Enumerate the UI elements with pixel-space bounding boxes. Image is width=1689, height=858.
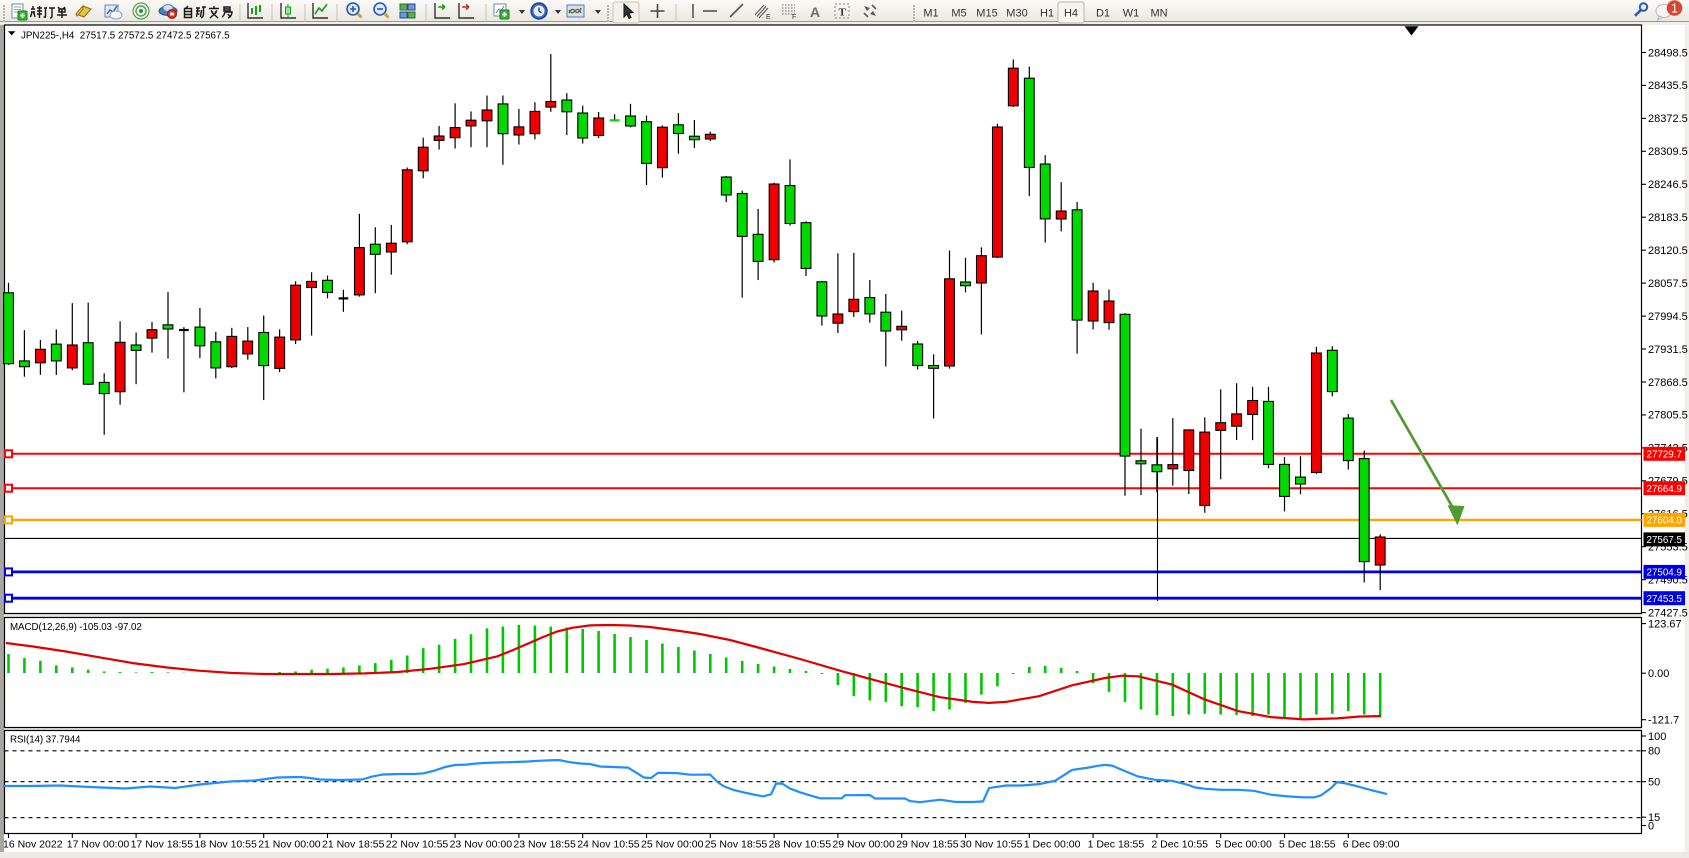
svg-text:50: 50: [1648, 777, 1660, 789]
svg-text:27567.5: 27567.5: [1647, 535, 1683, 546]
svg-text:27868.5: 27868.5: [1648, 377, 1688, 389]
svg-text:A: A: [810, 4, 820, 20]
svg-text:25 Nov 00:00: 25 Nov 00:00: [641, 839, 704, 851]
svg-text:15: 15: [1648, 812, 1660, 824]
svg-text:MN: MN: [1150, 8, 1167, 20]
svg-text:27729.7: 27729.7: [1647, 450, 1682, 461]
svg-text:27805.5: 27805.5: [1648, 410, 1688, 422]
svg-text:27453.5: 27453.5: [1647, 594, 1683, 605]
svg-text:27504.9: 27504.9: [1647, 568, 1682, 579]
svg-text:29 Nov 18:55: 29 Nov 18:55: [896, 839, 959, 851]
svg-text:25 Nov 18:55: 25 Nov 18:55: [705, 839, 768, 851]
svg-text:21 Nov 18:55: 21 Nov 18:55: [322, 839, 385, 851]
svg-text:23 Nov 18:55: 23 Nov 18:55: [513, 839, 576, 851]
svg-text:H4: H4: [1064, 8, 1078, 20]
svg-text:28309.5: 28309.5: [1648, 146, 1688, 158]
svg-text:T: T: [839, 7, 847, 19]
svg-text:16 Nov 2022: 16 Nov 2022: [3, 839, 63, 851]
svg-text:E: E: [766, 14, 771, 21]
svg-text:W1: W1: [1123, 8, 1140, 20]
svg-text:M30: M30: [1006, 8, 1027, 20]
svg-text:24 Nov 10:55: 24 Nov 10:55: [577, 839, 640, 851]
svg-text:27931.5: 27931.5: [1648, 344, 1688, 356]
svg-text:1: 1: [1671, 1, 1678, 15]
svg-text:MACD(12,26,9) -105.03 -97.02: MACD(12,26,9) -105.03 -97.02: [10, 622, 142, 633]
svg-text:6 Dec 09:00: 6 Dec 09:00: [1343, 839, 1400, 851]
svg-text:123.67: 123.67: [1648, 618, 1682, 630]
svg-text:RSI(14) 37.7944: RSI(14) 37.7944: [10, 735, 81, 746]
svg-text:-121.7: -121.7: [1648, 715, 1679, 727]
svg-text:30 Nov 10:55: 30 Nov 10:55: [960, 839, 1023, 851]
svg-text:28246.5: 28246.5: [1648, 179, 1688, 191]
svg-text:28372.5: 28372.5: [1648, 113, 1688, 125]
svg-text:H1: H1: [1040, 8, 1054, 20]
svg-text:27994.5: 27994.5: [1648, 311, 1688, 323]
svg-text:27604.0: 27604.0: [1647, 516, 1683, 527]
svg-text:29 Nov 00:00: 29 Nov 00:00: [832, 839, 895, 851]
svg-text:1 Dec 00:00: 1 Dec 00:00: [1024, 839, 1081, 851]
svg-text:18 Nov 10:55: 18 Nov 10:55: [194, 839, 257, 851]
svg-text:JPN225-,H4 27517.5 27572.5 27: JPN225-,H4 27517.5 27572.5 27472.5 27567…: [21, 31, 230, 42]
svg-text:100: 100: [1648, 731, 1666, 743]
svg-text:23 Nov 00:00: 23 Nov 00:00: [450, 839, 513, 851]
svg-text:28 Nov 10:55: 28 Nov 10:55: [769, 839, 832, 851]
svg-text:0.00: 0.00: [1648, 668, 1669, 680]
svg-text:M1: M1: [923, 8, 938, 20]
svg-text:0: 0: [1648, 820, 1654, 832]
svg-text:28498.5: 28498.5: [1648, 47, 1688, 59]
svg-text:5 Dec 18:55: 5 Dec 18:55: [1279, 839, 1336, 851]
svg-text:80: 80: [1648, 746, 1660, 758]
svg-text:28183.5: 28183.5: [1648, 212, 1688, 224]
svg-text:F: F: [792, 14, 796, 21]
svg-text:27664.9: 27664.9: [1647, 484, 1682, 495]
svg-text:27427.5: 27427.5: [1648, 607, 1688, 619]
svg-text:21 Nov 00:00: 21 Nov 00:00: [258, 839, 321, 851]
svg-text:28435.5: 28435.5: [1648, 80, 1688, 92]
svg-text:22 Nov 10:55: 22 Nov 10:55: [386, 839, 449, 851]
svg-text:M15: M15: [976, 8, 997, 20]
svg-text:5 Dec 00:00: 5 Dec 00:00: [1215, 839, 1272, 851]
svg-text:17 Nov 18:55: 17 Nov 18:55: [131, 839, 194, 851]
svg-text:2 Dec 10:55: 2 Dec 10:55: [1151, 839, 1208, 851]
svg-text:M5: M5: [951, 8, 966, 20]
svg-text:28057.5: 28057.5: [1648, 278, 1688, 290]
svg-text:17 Nov 00:00: 17 Nov 00:00: [67, 839, 130, 851]
svg-text:28120.5: 28120.5: [1648, 245, 1688, 257]
svg-text:1 Dec 18:55: 1 Dec 18:55: [1088, 839, 1145, 851]
svg-text:D1: D1: [1096, 8, 1110, 20]
